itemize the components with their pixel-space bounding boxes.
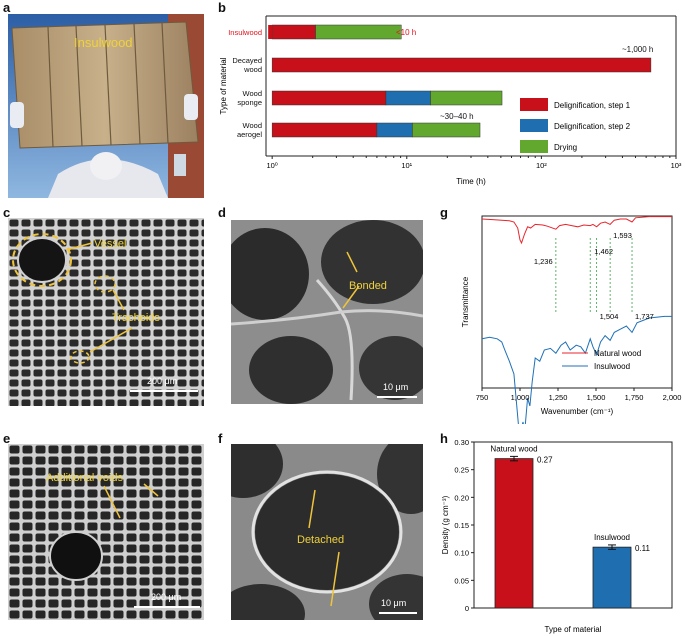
bar-segment (412, 122, 481, 138)
x-axis-title: Type of material (545, 625, 602, 634)
category-label: Insulwood (594, 533, 630, 542)
category-label: Wood (243, 121, 262, 130)
peak-label: 1,593 (613, 231, 632, 240)
y-tick-label: 0 (465, 604, 469, 613)
bar-segment (376, 122, 413, 138)
x-tick-label: 10³ (671, 161, 682, 170)
sem-image-d: Bonded 10 μm (231, 220, 423, 404)
legend-label: Delignification, step 2 (554, 122, 631, 131)
series-line (481, 216, 672, 245)
category-label: wood (243, 65, 262, 74)
photo-label: Insulwood (74, 35, 133, 50)
category-label: sponge (237, 98, 262, 107)
legend-label: Delignification, step 1 (554, 101, 631, 110)
sem-image-c: Vessel Tracheids 200 μm (8, 218, 204, 406)
y-tick-label: 0.05 (454, 576, 469, 585)
insulwood-photo: Insulwood (8, 14, 204, 198)
y-tick-label: 0.20 (454, 493, 469, 502)
x-tick-label: 10⁰ (266, 161, 277, 170)
legend-swatch (520, 119, 548, 132)
annotation-text: ~30–40 h (440, 112, 474, 121)
sem-image-e: Additional voids 200 μm (8, 444, 204, 620)
tracheids-label: Tracheids (112, 312, 160, 324)
peak-label: 1,504 (600, 312, 619, 321)
panel-letter-c: c (3, 205, 11, 220)
y-axis-title: Type of material (219, 57, 228, 114)
bar-segment (268, 25, 273, 39)
x-tick-label: 2,000 (663, 393, 682, 402)
ftir-spectrum-chart: 1,236 1,462 1,504 1,593 1,737 750 1,000 1,250 1,… (461, 215, 682, 424)
x-tick-label: 10² (536, 161, 547, 170)
scalebar-label: 200 μm (147, 376, 178, 386)
annotation-text: <10 h (396, 28, 416, 37)
y-tick-label: 0.25 (454, 466, 469, 475)
bar-segment (430, 90, 503, 106)
bar (592, 546, 632, 609)
x-axis-title: Wavenumber (cm⁻¹) (541, 407, 614, 416)
x-tick-label: 1,000 (511, 393, 530, 402)
panel-letter-a: a (3, 0, 11, 15)
legend-swatch (520, 98, 548, 111)
category-label: Insulwood (228, 28, 262, 37)
x-tick-label: 1,750 (625, 393, 644, 402)
x-axis-title: Time (h) (456, 177, 486, 186)
additional-voids-label: Additional voids (46, 472, 124, 484)
panel-letter-b: b (218, 0, 226, 15)
bar-segment (271, 24, 316, 40)
y-tick-label: 0.15 (454, 521, 469, 530)
y-axis-title: Density (g cm⁻³) (441, 495, 450, 554)
bonded-label: Bonded (349, 280, 387, 292)
peak-label: 1,462 (594, 247, 613, 256)
y-axis-title: Transmittance (461, 276, 470, 327)
x-tick-label: 10¹ (401, 161, 412, 170)
bar-segment (385, 90, 431, 106)
bar-segment (271, 57, 652, 73)
panel-letter-d: d (218, 205, 226, 220)
density-chart: 0 0.05 0.10 0.15 0.20 0.25 0.30 Natural wood0.2… (441, 438, 673, 634)
panel-letter-h: h (440, 431, 448, 446)
scalebar-label: 10 μm (383, 382, 409, 392)
bar (494, 458, 534, 609)
bar-segment (315, 24, 402, 40)
x-tick-label: 1,500 (587, 393, 606, 402)
category-label: aerogel (237, 130, 262, 139)
y-tick-label: 0.10 (454, 549, 469, 558)
annotation-text: ~1,000 h (622, 45, 653, 54)
legend-label: Insulwood (594, 362, 630, 371)
y-tick-label: 0.30 (454, 438, 469, 447)
panel-letter-f: f (218, 431, 223, 446)
process-time-chart: InsulwoodDecayedwoodWoodspongeWoodaeroge… (219, 15, 682, 186)
legend-label: Drying (554, 143, 577, 152)
scalebar-label: 10 μm (381, 598, 407, 608)
bar-segment (271, 90, 387, 106)
peak-label: 1,737 (635, 312, 654, 321)
category-label: Natural wood (490, 445, 537, 454)
panel-letter-e: e (3, 431, 11, 446)
panel-letter-g: g (440, 205, 448, 220)
plot-frame (481, 215, 673, 389)
sem-image-f: Detached 10 μm (231, 444, 423, 620)
detached-label: Detached (297, 534, 345, 546)
x-tick-label: 1,250 (549, 393, 568, 402)
bar-segment (271, 122, 378, 138)
series-line (481, 315, 672, 424)
vessel-label: Vessel (94, 238, 127, 250)
peak-label: 1,236 (534, 257, 553, 266)
x-tick-label: 750 (476, 393, 489, 402)
category-label: Wood (243, 89, 262, 98)
legend-label: Natural wood (594, 349, 641, 358)
category-label: Decayed (232, 56, 262, 65)
legend-swatch (520, 140, 548, 153)
value-label: 0.27 (537, 456, 553, 465)
value-label: 0.11 (635, 544, 651, 553)
scalebar-label: 200 μm (151, 592, 182, 602)
